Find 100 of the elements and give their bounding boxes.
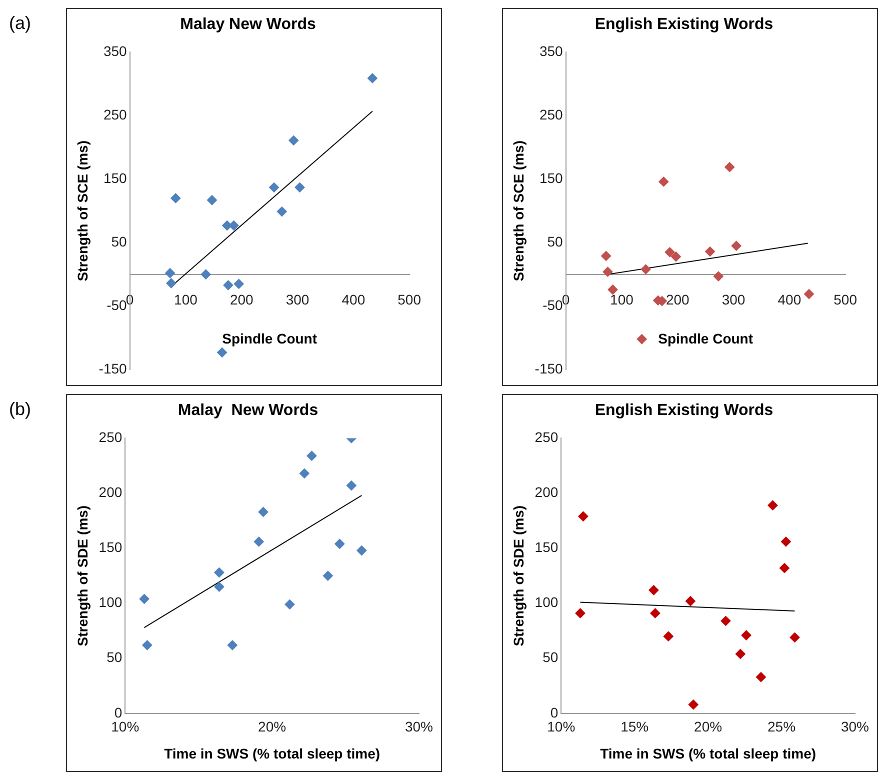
point (294, 182, 305, 192)
y-tick-label: 0 (550, 704, 558, 720)
point (276, 206, 287, 217)
y-tick-label: 350 (103, 43, 128, 60)
y-axis-title: Strength of SDE (ms) (74, 505, 90, 646)
point (322, 570, 333, 581)
x-tick-label: 10% (547, 718, 576, 735)
x-tick-label: 200 (230, 292, 254, 308)
x-axis-title: Spindle Count (658, 330, 754, 346)
point (299, 468, 310, 478)
y-tick-label: 50 (547, 234, 564, 250)
point (731, 240, 742, 251)
point (306, 450, 317, 461)
x-tick-label: 400 (778, 292, 802, 308)
x-tick-label: 25% (768, 718, 796, 735)
chart-title: Malay New Words (180, 16, 316, 34)
point (779, 563, 790, 574)
x-axis-title: Time in SWS (% total sleep time) (600, 745, 816, 762)
x-tick-label: 200 (666, 292, 690, 308)
point (650, 608, 660, 618)
point (334, 538, 345, 549)
y-axis-title: Strength of SCE (ms) (510, 140, 526, 282)
point (790, 632, 800, 642)
y-tick-label: 50 (106, 649, 122, 666)
y-tick-label: 100 (534, 594, 558, 610)
point (367, 73, 378, 84)
point (705, 246, 716, 257)
x-tick-label: 300 (286, 292, 310, 308)
x-tick-label: 20% (258, 718, 286, 735)
y-tick-label: 250 (103, 106, 128, 123)
x-tick-label: 400 (342, 292, 366, 308)
y-tick-label: 150 (103, 170, 128, 186)
point (688, 700, 698, 710)
point (735, 648, 746, 659)
y-tick-label: 50 (111, 234, 128, 250)
x-tick-label: 100 (610, 292, 634, 308)
point (214, 582, 224, 592)
y-tick-label: 150 (539, 170, 564, 186)
point (636, 334, 647, 344)
y-tick-label: 150 (534, 539, 558, 556)
x-tick-label: 100 (174, 292, 198, 308)
point (780, 536, 791, 547)
point (724, 162, 735, 172)
y-axis-title: Strength of SDE (ms) (510, 505, 526, 646)
y-tick-label: 250 (534, 429, 558, 446)
x-axis-title: Time in SWS (% total sleep time) (164, 745, 380, 762)
point (608, 284, 618, 295)
x-axis-title: Spindle Count (222, 330, 318, 346)
point (575, 608, 586, 618)
point (200, 269, 211, 280)
y-tick-label: 250 (98, 429, 122, 446)
point (670, 252, 681, 262)
point (602, 266, 613, 277)
y-tick-label: 350 (539, 43, 564, 60)
text: (b) (9, 399, 31, 420)
y-tick-label: -150 (534, 360, 564, 376)
x-tick-label: 300 (722, 292, 746, 308)
point (713, 271, 724, 282)
point (578, 511, 588, 522)
text: (a) (9, 13, 31, 34)
y-tick-label: 0 (114, 704, 122, 720)
x-tick-label: 15% (620, 718, 649, 735)
point (804, 289, 814, 300)
point (720, 616, 731, 626)
point (206, 195, 217, 206)
point (768, 500, 778, 510)
y-tick-label: -150 (98, 360, 128, 376)
point (254, 536, 264, 547)
x-tick-label: 10% (111, 718, 140, 735)
point (217, 347, 228, 358)
point (234, 278, 244, 289)
point (658, 176, 669, 187)
x-tick-label: 20% (694, 718, 722, 735)
x-tick-label: 500 (398, 292, 422, 308)
y-tick-label: 200 (98, 484, 122, 500)
y-tick-label: -50 (106, 296, 128, 313)
point (258, 506, 268, 517)
point (741, 630, 752, 640)
point (756, 672, 766, 682)
point (142, 640, 152, 650)
y-tick-label: 50 (542, 649, 558, 666)
point (269, 182, 280, 192)
point (170, 193, 181, 204)
point (648, 585, 659, 596)
y-tick-label: 200 (534, 484, 558, 500)
point (664, 247, 675, 258)
point (346, 480, 356, 491)
point (223, 280, 234, 290)
point (214, 567, 224, 578)
point (288, 135, 299, 146)
point (356, 545, 367, 556)
y-tick-label: 250 (539, 106, 564, 123)
point (685, 596, 696, 606)
x-tick-label: 30% (404, 718, 434, 735)
chart-title: English Existing Words (594, 16, 774, 34)
point (284, 599, 295, 610)
x-tick-label: 500 (834, 292, 858, 308)
point (139, 594, 150, 604)
point (227, 640, 238, 650)
point (166, 278, 176, 288)
